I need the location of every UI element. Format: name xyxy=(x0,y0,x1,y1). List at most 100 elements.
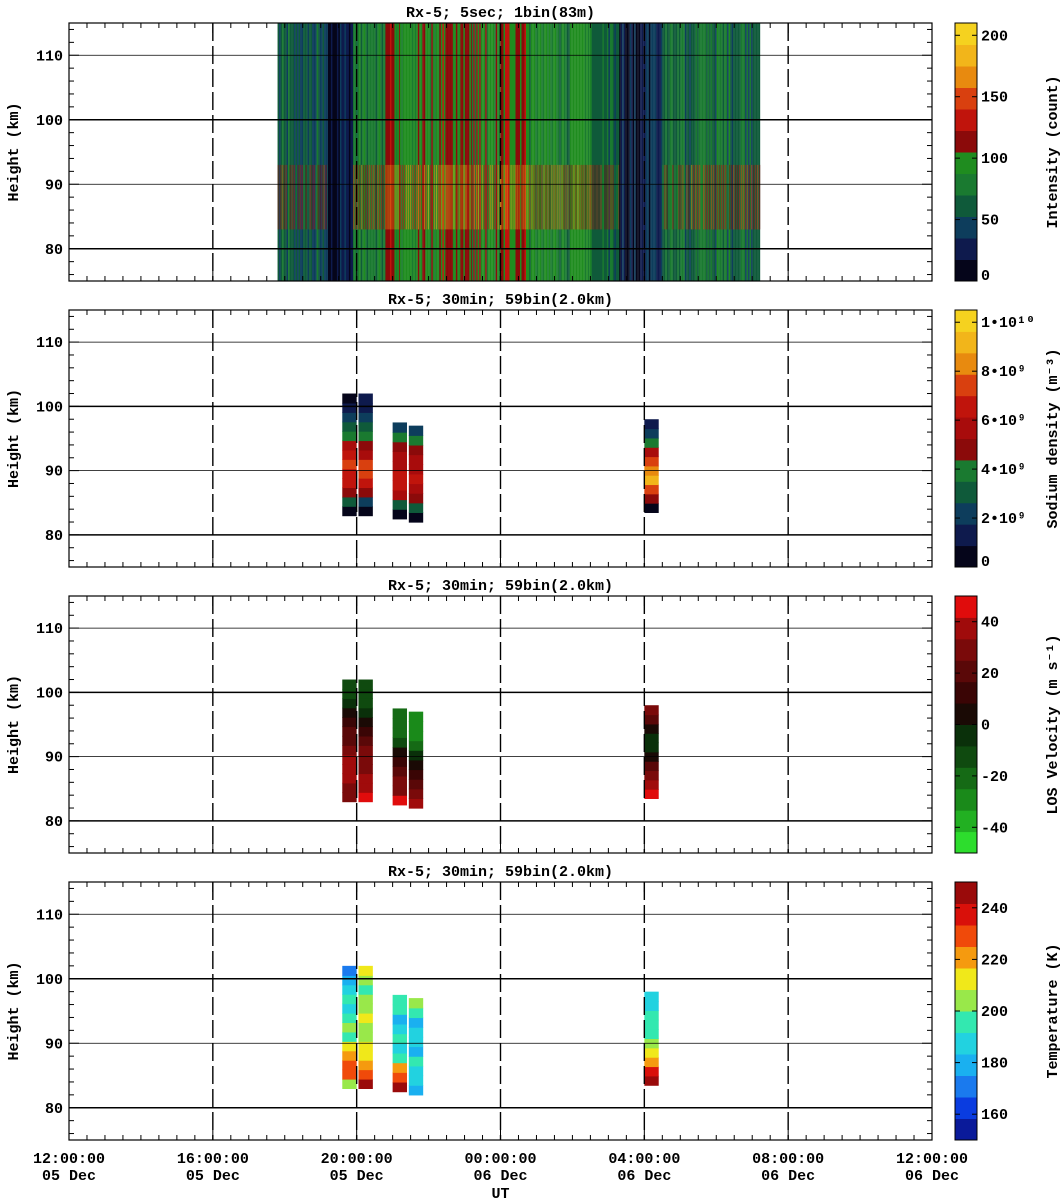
intensity-stripe xyxy=(365,23,367,281)
layer-enhancement xyxy=(405,164,408,230)
colorbar-segment xyxy=(955,545,977,568)
layer-enhancement xyxy=(610,164,612,230)
intensity-stripe xyxy=(351,23,354,281)
intensity-stripe xyxy=(521,23,524,281)
intensity-stripe xyxy=(754,23,756,281)
data-cell xyxy=(342,402,357,413)
colorbar-tick-label: 1•10¹⁰ xyxy=(981,315,1035,332)
intensity-stripe xyxy=(645,23,648,281)
intensity-stripe xyxy=(401,23,403,281)
intensity-stripe xyxy=(640,23,642,281)
layer-enhancement xyxy=(373,164,375,230)
intensity-stripe xyxy=(718,23,720,281)
intensity-stripe xyxy=(550,23,552,281)
intensity-stripe xyxy=(722,23,725,281)
colorbar-tick-label: 8•10⁹ xyxy=(981,364,1026,381)
intensity-stripe xyxy=(452,23,455,281)
data-cell xyxy=(392,1014,408,1025)
intensity-stripe xyxy=(544,23,546,281)
x-tick-label-time: 16:00:00 xyxy=(177,1151,249,1168)
x-tick-label-time: 00:00:00 xyxy=(464,1151,536,1168)
colorbar-segment xyxy=(955,703,977,725)
layer-enhancement xyxy=(589,164,591,230)
intensity-stripe xyxy=(590,23,592,281)
layer-enhancement xyxy=(672,164,674,230)
intensity-stripe xyxy=(559,23,561,281)
layer-enhancement xyxy=(301,164,303,230)
intensity-stripe xyxy=(500,23,503,281)
data-cell xyxy=(644,742,659,753)
intensity-stripe xyxy=(483,23,486,281)
data-cell xyxy=(342,487,357,498)
layer-enhancement xyxy=(743,164,745,230)
colorbar-segment xyxy=(955,810,977,833)
intensity-stripe xyxy=(277,23,280,281)
intensity-stripe xyxy=(451,23,453,281)
intensity-stripe xyxy=(589,23,591,281)
intensity-stripe xyxy=(557,23,560,281)
intensity-stripe xyxy=(464,23,467,281)
intensity-stripe xyxy=(360,23,363,281)
x-tick-label-date: 05 Dec xyxy=(42,1168,96,1185)
layer-enhancement xyxy=(678,164,680,230)
intensity-stripe xyxy=(631,23,633,281)
intensity-stripe xyxy=(423,23,426,281)
intensity-stripe xyxy=(505,23,507,281)
intensity-stripe xyxy=(520,23,522,281)
intensity-stripe xyxy=(748,23,750,281)
layer-enhancement xyxy=(549,164,551,230)
y-tick-label: 90 xyxy=(45,177,63,194)
layer-enhancement xyxy=(547,164,549,230)
colorbar-segment xyxy=(955,745,977,768)
layer-enhancement xyxy=(528,164,530,230)
intensity-stripe xyxy=(666,23,669,281)
panel-1: Rx-5; 5sec; 1bin(83m) 80 90 100 110 Height (k… xyxy=(6,5,1062,285)
colorbar-segment xyxy=(955,1054,977,1076)
intensity-stripe xyxy=(709,23,711,281)
layer-enhancement xyxy=(502,164,504,230)
colorbar-tick-label: 0 xyxy=(981,554,990,571)
intensity-stripe xyxy=(721,23,723,281)
layer-enhancement xyxy=(668,164,670,230)
layer-enhancement xyxy=(281,164,283,230)
intensity-stripe xyxy=(307,23,310,281)
layer-enhancement xyxy=(583,164,585,230)
colorbar-segment xyxy=(955,130,977,153)
y-tick-label: 110 xyxy=(36,335,63,352)
layer-enhancement xyxy=(506,164,508,230)
layer-enhancement xyxy=(353,164,355,230)
intensity-stripe xyxy=(599,23,601,281)
colorbar-segment xyxy=(955,109,977,131)
intensity-stripe xyxy=(502,23,504,281)
layer-enhancement xyxy=(553,164,555,230)
data-cell xyxy=(358,975,373,986)
layer-enhancement xyxy=(727,164,729,230)
intensity-stripe xyxy=(517,23,519,281)
intensity-stripe xyxy=(600,23,603,281)
intensity-stripe xyxy=(374,23,376,281)
intensity-stripe xyxy=(294,23,296,281)
intensity-stripe xyxy=(650,23,652,281)
layer-enhancement xyxy=(563,164,565,230)
colorbar-segment xyxy=(955,173,977,196)
data-cell xyxy=(358,792,373,803)
layer-enhancement xyxy=(721,164,723,230)
intensity-stripe xyxy=(471,23,474,281)
layer-enhancement xyxy=(371,164,373,230)
data-cell xyxy=(358,421,373,432)
colorbar-segment xyxy=(955,66,977,88)
y-axis-label: Height (km) xyxy=(6,389,23,488)
intensity-stripe xyxy=(285,23,287,281)
intensity-stripe xyxy=(292,23,295,281)
intensity-stripe xyxy=(461,23,464,281)
layer-enhancement xyxy=(590,164,592,230)
intensity-stripe xyxy=(605,23,607,281)
layer-enhancement xyxy=(608,164,610,230)
data-cell xyxy=(392,775,408,787)
intensity-stripe xyxy=(381,23,384,281)
colorbar-segment xyxy=(955,767,977,790)
data-cell xyxy=(358,754,373,765)
data-cell xyxy=(408,454,424,465)
layer-enhancement xyxy=(495,164,497,230)
intensity-stripe xyxy=(283,23,286,281)
